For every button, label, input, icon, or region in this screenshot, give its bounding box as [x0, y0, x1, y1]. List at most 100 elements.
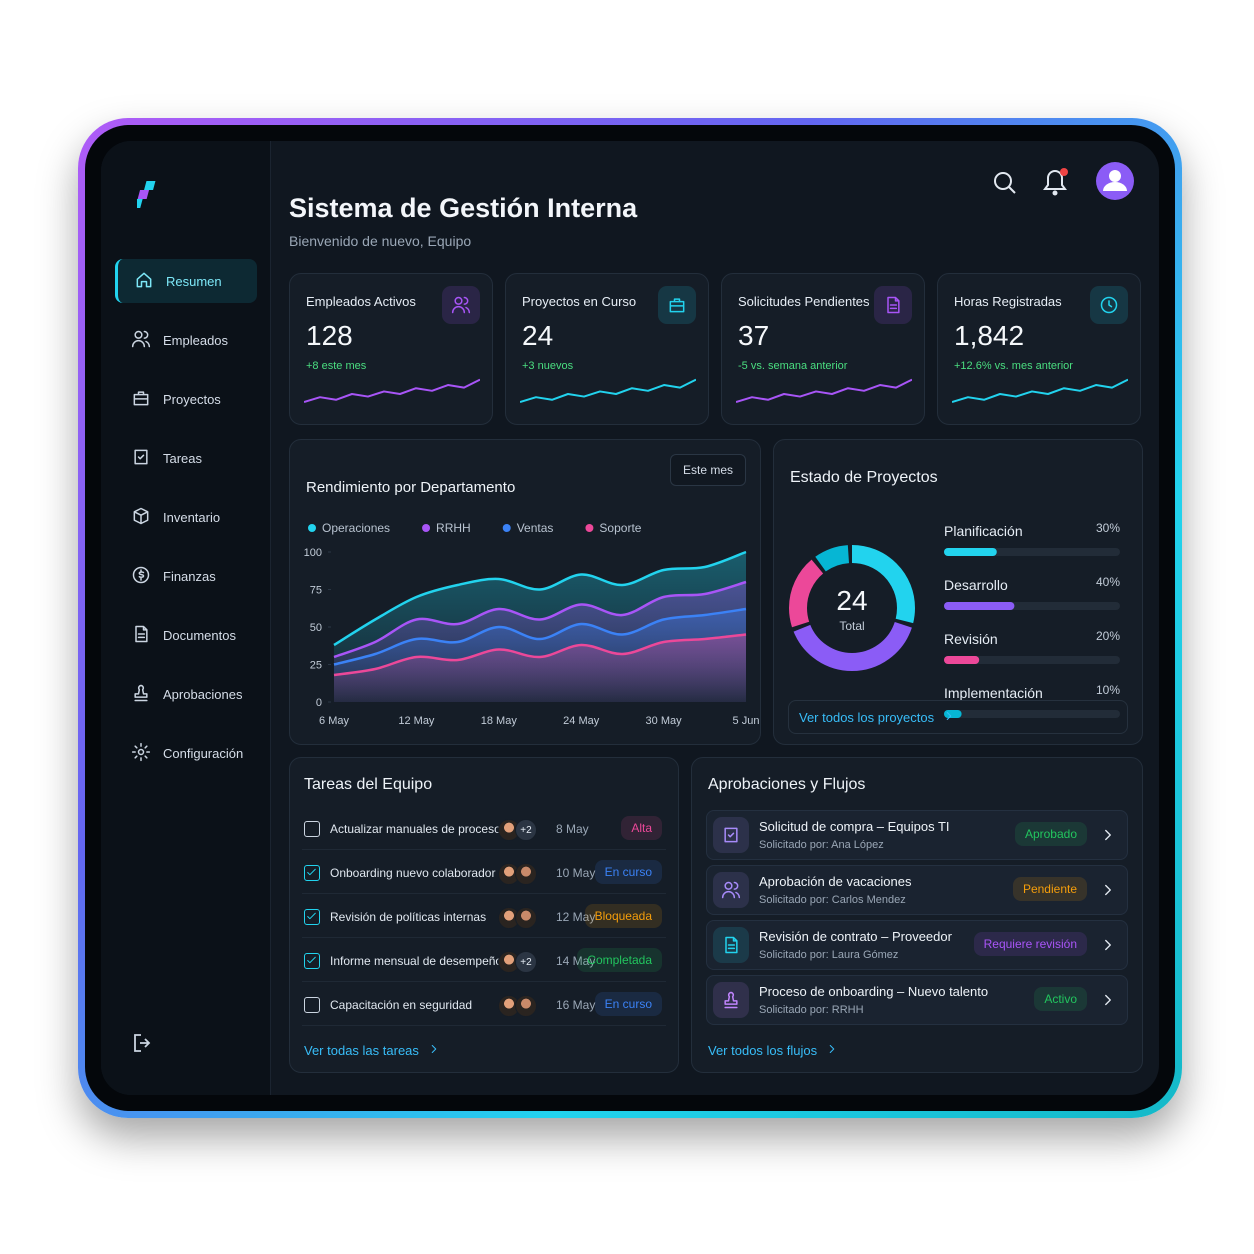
approvals-link[interactable]: Ver todos los flujos	[708, 1042, 839, 1059]
status-link[interactable]: Ver todos los proyectos	[788, 700, 1128, 734]
icon-part	[725, 936, 738, 954]
nav-icon	[131, 742, 151, 765]
sparkline-line	[520, 378, 696, 403]
legend-label: Ventas	[517, 521, 554, 535]
task-date: 12 May	[556, 910, 596, 924]
x-tick-label: 24 May	[563, 715, 600, 727]
period-select[interactable]: Este mes	[669, 454, 746, 486]
series-line	[333, 607, 747, 666]
link-text: Ver todas las tareas	[304, 1043, 419, 1058]
icon-part	[133, 390, 149, 405]
status-value-label: 10%	[1096, 683, 1120, 697]
task-checkbox[interactable]	[304, 821, 320, 837]
stat-change: +8 este mes	[306, 360, 367, 372]
approval-requester: Solicitado por: Laura Gómez	[759, 949, 899, 961]
sparkline-line	[304, 378, 480, 403]
icon-part	[1105, 939, 1111, 951]
notification-dot	[1060, 168, 1068, 176]
sparkline	[952, 378, 1128, 403]
stat-label: Solicitudes Pendientes	[738, 294, 870, 309]
icon-part	[724, 991, 738, 1009]
icon-part	[1100, 296, 1118, 314]
task-assignees	[498, 907, 537, 929]
icon-part	[1043, 170, 1067, 190]
icon-part	[135, 625, 148, 642]
approval-row[interactable]: Solicitud de compra – Equipos TI Solicita…	[706, 810, 1128, 860]
icon-part	[136, 272, 152, 287]
tasks-link[interactable]: Ver todas las tareas	[304, 1042, 441, 1059]
nav-item[interactable]: Proyectos	[115, 377, 257, 421]
icon-part	[1105, 884, 1111, 896]
task-date: 14 May	[556, 954, 596, 968]
task-status: Alta	[621, 816, 662, 840]
icon-part	[131, 742, 151, 761]
icon-part	[829, 1044, 835, 1054]
approval-title: Proceso de onboarding – Nuevo talento	[759, 984, 989, 999]
nav-item[interactable]: Inventario	[115, 495, 257, 539]
approval-row[interactable]: Proceso de onboarding – Nuevo talento Sol…	[706, 975, 1128, 1025]
avatar-more: +2	[515, 819, 537, 841]
task-checkbox[interactable]	[304, 909, 320, 925]
task-status: En curso	[594, 992, 662, 1016]
nav-item[interactable]: Resumen	[115, 259, 257, 303]
y-tick-label: 25	[310, 660, 322, 672]
approval-title: Revisión de contrato – Proveedor	[759, 929, 952, 944]
status-label: Revisión	[944, 631, 998, 647]
nav-item[interactable]: Finanzas	[115, 554, 257, 598]
icon-part	[451, 296, 471, 314]
task-checkbox[interactable]	[304, 953, 320, 969]
icon-part	[1105, 884, 1111, 896]
icon-part	[887, 296, 900, 314]
stat-change: -5 vs. semana anterior	[738, 360, 848, 372]
task-row: Onboarding nuevo colaborador 10 May En cur…	[302, 854, 666, 894]
nav-label: Tareas	[163, 450, 203, 466]
task-date: 8 May	[556, 822, 589, 836]
status-label: Desarrollo	[944, 577, 1008, 593]
nav-item[interactable]: Tareas	[115, 436, 257, 480]
nav-item[interactable]: Empleados	[115, 318, 257, 362]
icon-part	[724, 991, 738, 1009]
icon-part	[134, 684, 148, 701]
icon-part	[946, 711, 952, 720]
donut-segment	[789, 545, 915, 671]
approval-icon	[713, 872, 749, 908]
icon-part	[135, 625, 148, 642]
icon-part	[307, 956, 316, 964]
approval-row[interactable]: Revisión de contrato – Proveedor Solicita…	[706, 920, 1128, 970]
icon-part	[307, 956, 316, 964]
tasks-card: Tareas del Equipo Actualizar manuales de …	[289, 757, 679, 1073]
stat-change: +12.6% vs. mes anterior	[954, 360, 1073, 372]
icon-part	[136, 272, 152, 287]
nav-item[interactable]: Aprobaciones	[115, 672, 257, 716]
legend-swatch	[502, 524, 511, 532]
icon-part	[1103, 182, 1127, 191]
task-checkbox[interactable]	[304, 997, 320, 1013]
chart-title: Rendimiento por Departamento	[306, 479, 515, 496]
icon-part	[829, 1044, 835, 1054]
notifications-button[interactable]	[1043, 168, 1068, 196]
nav-item[interactable]: Documentos	[115, 613, 257, 657]
nav-icon	[131, 447, 151, 470]
nav-item[interactable]: Configuración	[115, 731, 257, 775]
user-avatar[interactable]	[1096, 162, 1134, 200]
icon-part	[133, 507, 149, 524]
approval-title: Aprobación de vacaciones	[759, 874, 912, 889]
approval-row[interactable]: Aprobación de vacaciones Solicitado por: …	[706, 865, 1128, 915]
avatar	[515, 995, 537, 1017]
icon-part	[724, 827, 738, 843]
icon-part	[134, 684, 148, 701]
task-assignees: +2	[498, 951, 537, 973]
task-status: Completada	[577, 948, 662, 972]
icon-part	[307, 912, 316, 920]
progress-bar	[944, 710, 962, 718]
progress-track	[944, 656, 1120, 664]
tablet-bezel: Resumen Empleados Proyectos Tareas Inventari…	[85, 125, 1175, 1111]
donut-total: 24	[836, 585, 867, 616]
approval-icon	[713, 817, 749, 853]
nav-label: Aprobaciones	[163, 686, 243, 702]
task-checkbox[interactable]	[304, 865, 320, 881]
legend-swatch	[308, 524, 316, 532]
task-assignees	[498, 863, 537, 885]
search-button[interactable]	[994, 172, 1016, 194]
logout-icon[interactable]	[131, 1031, 155, 1055]
